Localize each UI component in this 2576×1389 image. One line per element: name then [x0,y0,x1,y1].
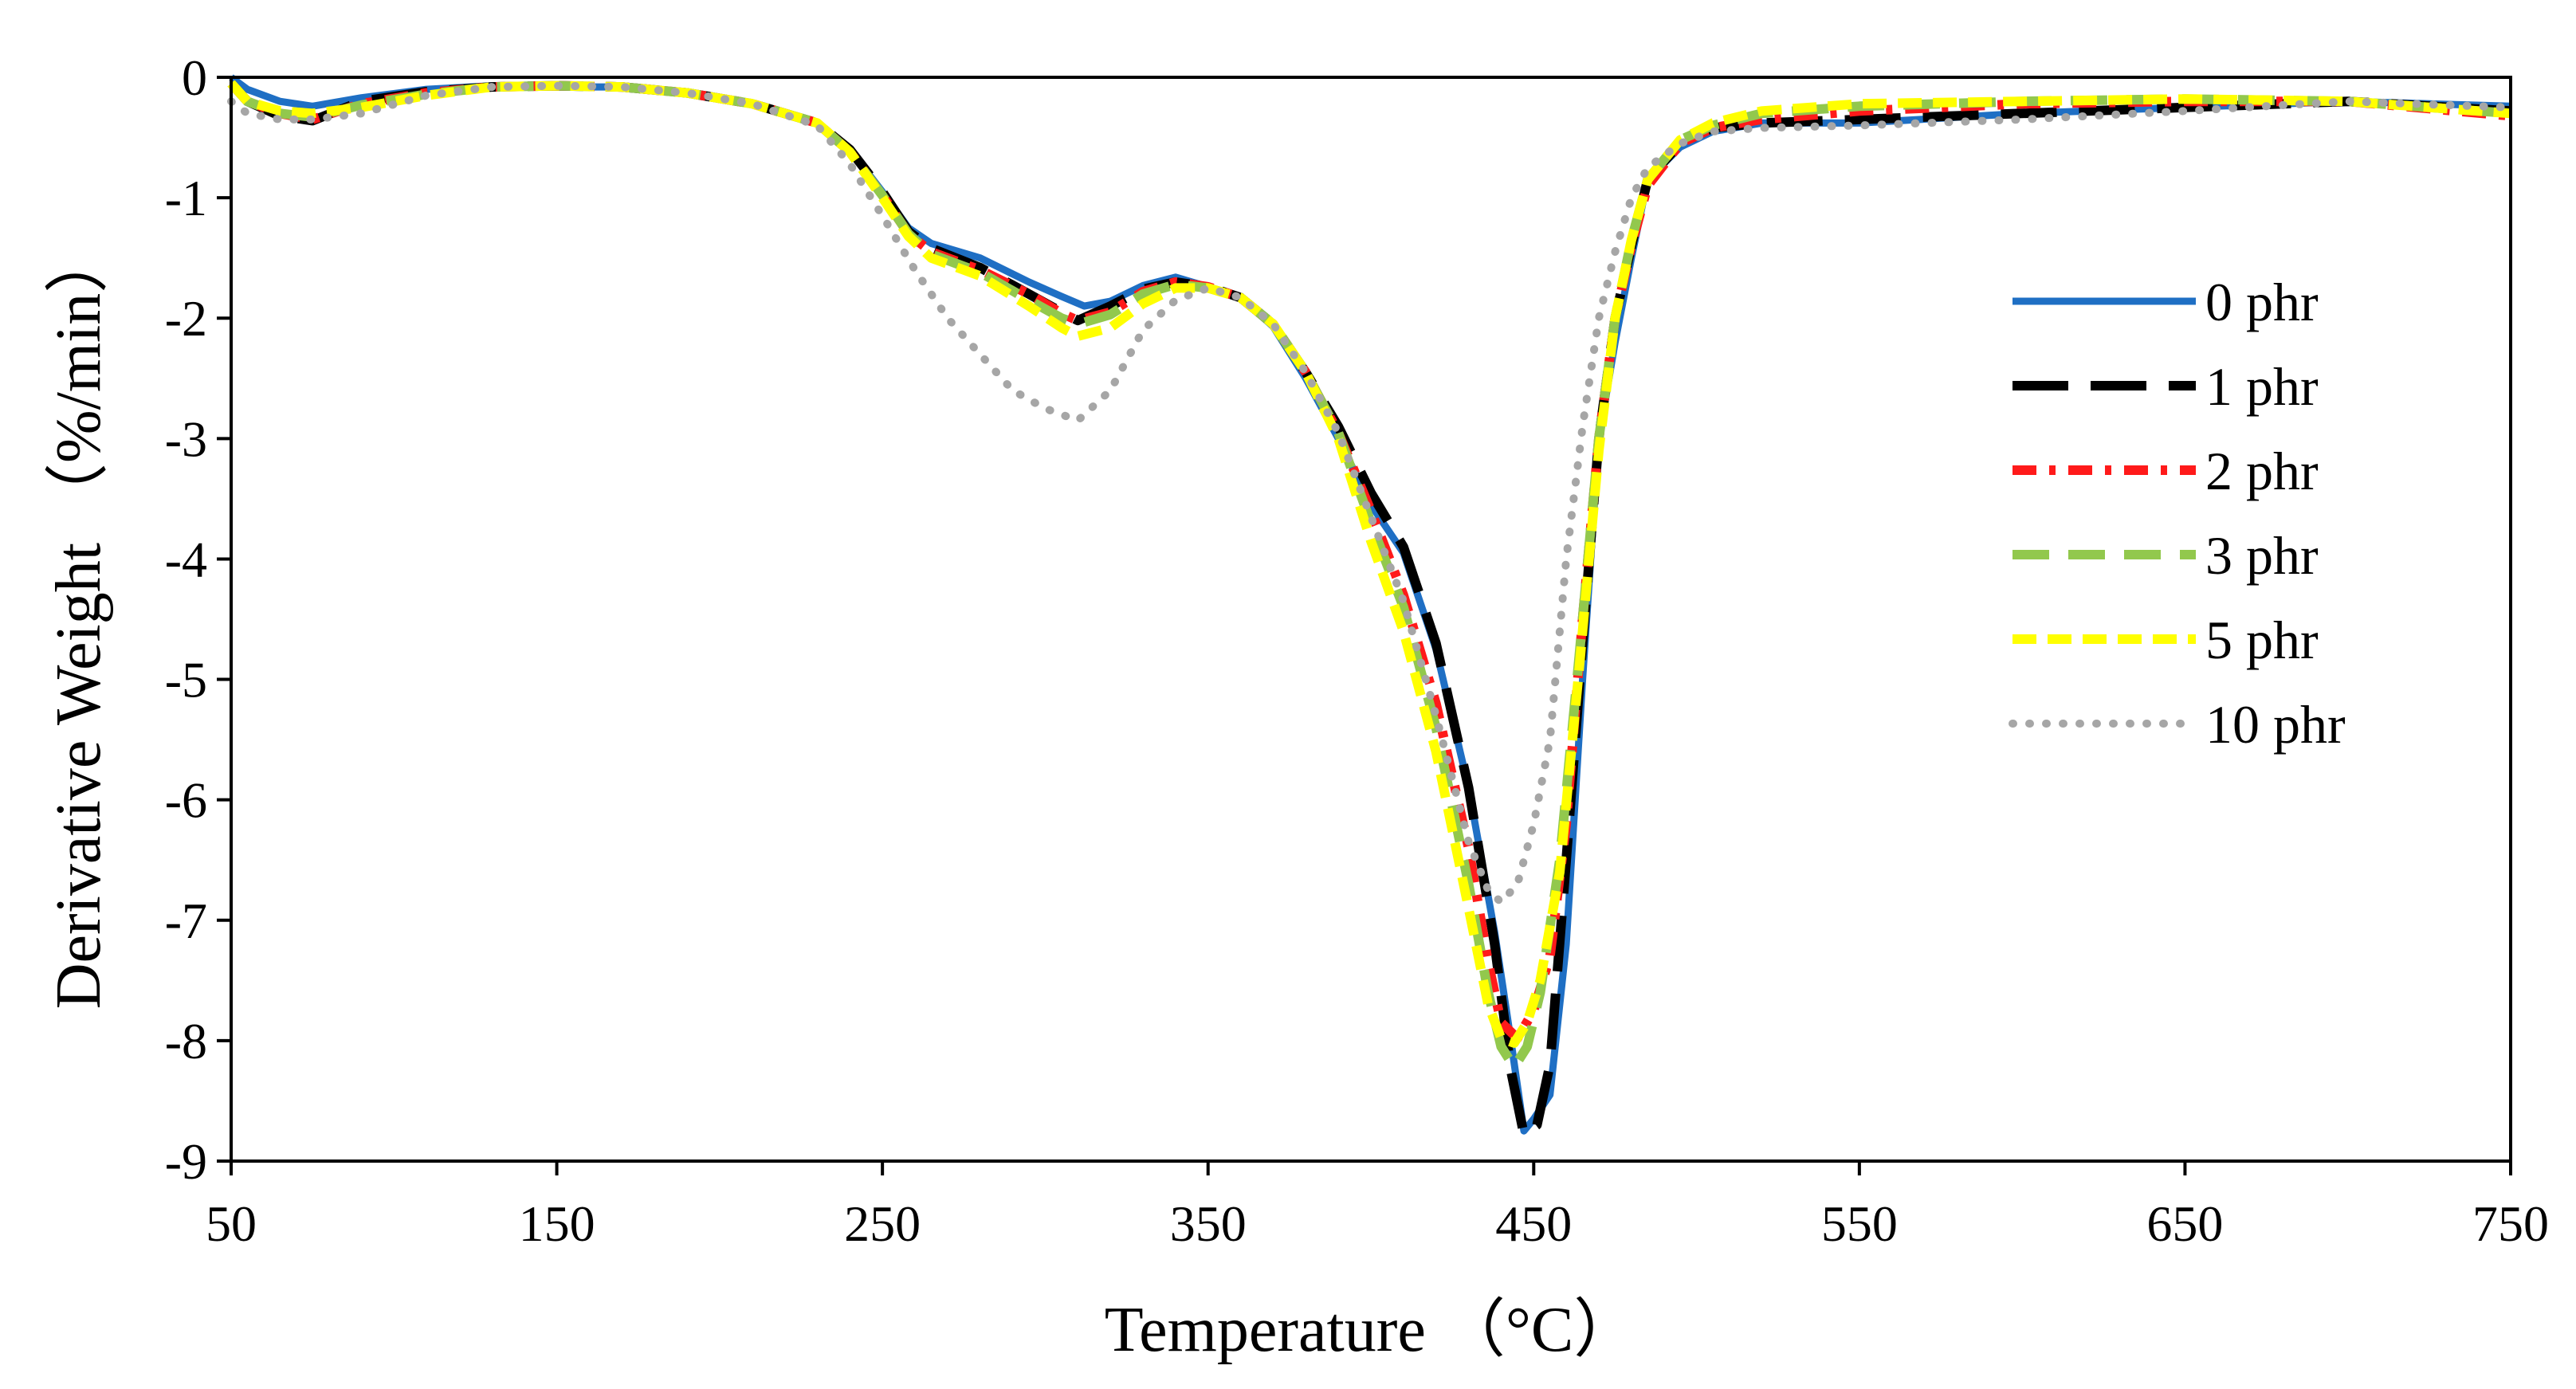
legend-label-1-phr: 1 phr [2205,356,2319,417]
x-tick-label-550: 550 [1821,1195,1898,1252]
x-tick-label-150: 150 [519,1195,595,1252]
x-tick-label-250: 250 [844,1195,921,1252]
y-axis: 0 -1 -2 -3 -4 -5 -6 -7 -8 -9 [165,49,231,1190]
y-tick-label--9: -9 [165,1133,207,1190]
x-axis-title: Temperature （°C） [1105,1295,1637,1365]
series-layer [227,74,2515,1140]
x-tick-label-450: 450 [1495,1195,1572,1252]
y-tick-label--6: -6 [165,772,207,829]
legend-label-10-phr: 10 phr [2205,694,2346,755]
y-tick-label--8: -8 [165,1013,207,1069]
series-line-10-phr [227,81,2515,907]
plot-frame [230,76,2512,1163]
legend: 0 phr 1 phr 2 phr 3 phr 5 phr 10 phr [2009,272,2346,755]
x-tick-label-750: 750 [2472,1195,2549,1252]
y-tick-label--3: -3 [165,410,207,467]
legend-label-5-phr: 5 phr [2205,610,2319,670]
y-tick-label--2: -2 [165,290,207,347]
x-tick-label-650: 650 [2146,1195,2223,1252]
x-axis: 50 150 250 350 450 550 650 750 [206,1161,2549,1252]
y-tick-label--5: -5 [165,652,207,708]
legend-label-2-phr: 2 phr [2205,441,2319,501]
y-tick-label--1: -1 [165,170,207,226]
y-tick-label--7: -7 [165,893,207,949]
legend-label-3-phr: 3 phr [2205,525,2319,586]
y-tick-label--4: -4 [165,531,207,587]
plot-area [231,77,2511,1161]
legend-label-0-phr: 0 phr [2205,272,2319,332]
y-tick-label-0: 0 [182,49,207,106]
x-tick-label-350: 350 [1170,1195,1247,1252]
y-axis-title: Derivative Weight （%/min） [44,230,114,1010]
x-tick-label-50: 50 [206,1195,257,1252]
